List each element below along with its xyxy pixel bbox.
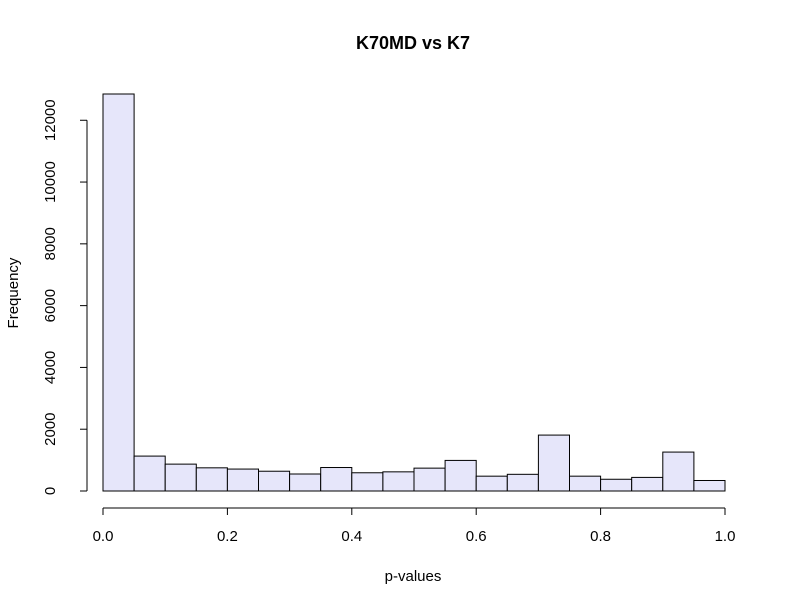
- y-tick-label: 8000: [42, 227, 59, 260]
- histogram-bar: [133, 455, 166, 492]
- chart-title: K70MD vs K7: [356, 33, 470, 53]
- histogram-bar: [164, 463, 197, 492]
- histogram-bar: [382, 471, 415, 492]
- histogram-bar: [102, 93, 135, 492]
- histogram-bar: [537, 434, 571, 492]
- x-tick-label: 1.0: [715, 528, 736, 545]
- histogram-bar: [693, 479, 726, 492]
- x-tick-label: 0.0: [93, 528, 114, 545]
- y-tick-label: 4000: [42, 351, 59, 384]
- histogram-bar: [289, 473, 322, 492]
- histogram-bar: [320, 467, 353, 492]
- y-tick-label: 2000: [42, 413, 59, 446]
- x-tick-label: 0.4: [341, 528, 362, 545]
- x-tick-label: 0.6: [466, 528, 487, 545]
- histogram-bar: [226, 468, 259, 492]
- histogram-bar: [258, 470, 291, 492]
- histogram-bar: [506, 473, 539, 492]
- histogram-bar: [351, 472, 384, 492]
- y-axis: 0 2000 4000 6000 8000 10000 12000: [42, 99, 88, 495]
- y-tick-label: 6000: [42, 289, 59, 322]
- x-tick-label: 0.8: [590, 528, 611, 545]
- y-tick-label: 12000: [42, 99, 59, 141]
- y-tick-label: 10000: [42, 161, 59, 203]
- x-axis-label: p-values: [385, 568, 442, 585]
- histogram-bar: [600, 478, 633, 492]
- histogram-bar: [413, 467, 446, 492]
- histogram-bar: [662, 451, 695, 492]
- y-tick-label: 0: [42, 487, 59, 495]
- x-tick-label: 0.2: [217, 528, 238, 545]
- histogram-bar: [195, 467, 228, 492]
- y-axis-label: Frequency: [5, 257, 22, 328]
- histogram-bar: [631, 476, 664, 492]
- histogram-bar: [569, 475, 602, 492]
- x-axis: 0.0 0.2 0.4 0.6 0.8 1.0: [93, 507, 736, 545]
- bars-group: [102, 93, 726, 492]
- histogram-bar: [444, 459, 477, 492]
- histogram-bar: [475, 475, 508, 492]
